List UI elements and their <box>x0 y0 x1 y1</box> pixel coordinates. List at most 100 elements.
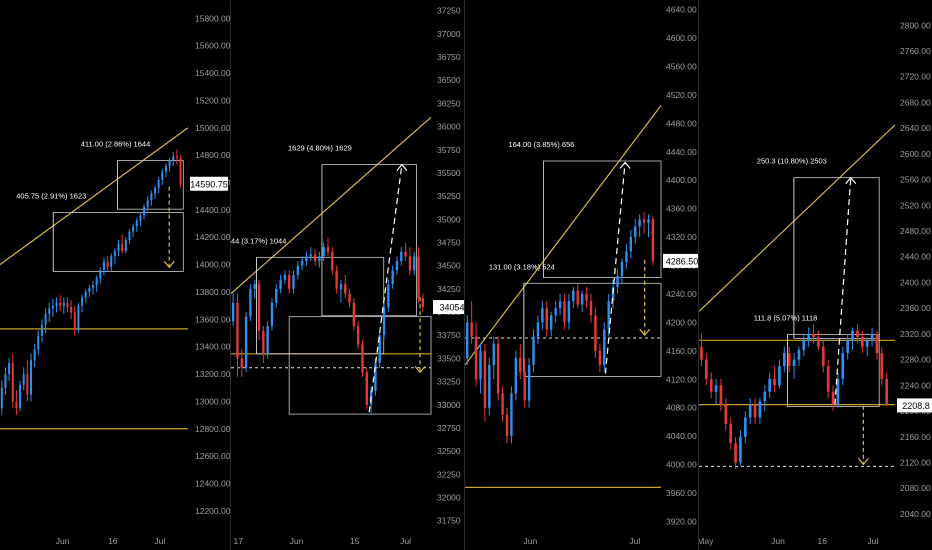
candle-body <box>634 226 637 238</box>
candle-body <box>249 288 252 317</box>
y-tick-label: 2240.00 <box>900 380 931 390</box>
candle-body <box>326 247 330 252</box>
candle-body <box>124 239 127 251</box>
candle-body <box>175 156 178 158</box>
y-tick-label: 2720.00 <box>900 72 931 82</box>
arrow-down-icon <box>163 260 175 269</box>
measure-label: 250.3 (10.80%) 2503 <box>757 157 827 166</box>
candle-body <box>620 261 624 277</box>
y-tick-label: 2280.00 <box>900 355 931 365</box>
y-tick-label: 2680.00 <box>900 97 931 107</box>
candle-body <box>831 391 835 405</box>
current-price-label: 4286.50 <box>666 256 698 266</box>
candle-body <box>391 270 394 285</box>
candle-body <box>270 302 274 326</box>
candle-body <box>352 302 356 326</box>
y-tick-label: 3960.00 <box>666 488 697 498</box>
candle-body <box>479 350 482 380</box>
y-tick-label: 32250 <box>437 469 461 479</box>
y-tick-label: 12400.00 <box>195 478 230 488</box>
measure-label: 164.00 (3.85%) 656 <box>508 140 574 149</box>
candle-body <box>536 322 540 337</box>
y-tick-label: 4520.00 <box>666 90 697 100</box>
candle-body <box>589 301 593 316</box>
y-tick-label: 4440.00 <box>666 147 697 157</box>
trendline <box>465 105 662 366</box>
y-tick-label: 34750 <box>437 237 461 247</box>
candle-body <box>395 261 399 271</box>
candle-body <box>580 293 584 305</box>
candle-body <box>802 340 806 350</box>
y-tick-label: 35000 <box>437 214 461 224</box>
candle-body <box>253 284 256 289</box>
projection-up-line <box>368 164 403 413</box>
candle-body <box>860 337 864 347</box>
candle-body <box>778 366 781 386</box>
y-tick-label: 2400.00 <box>900 277 931 287</box>
candle-body <box>576 290 579 305</box>
candle-body <box>305 256 308 262</box>
y-tick-label: 15600.00 <box>195 41 230 51</box>
price-label-box <box>897 398 932 413</box>
candle-body <box>26 374 29 395</box>
y-tick-label: 2600.00 <box>900 149 931 159</box>
candle-body <box>768 378 772 392</box>
candle-body <box>598 350 602 366</box>
measure-box <box>117 160 184 210</box>
candle-body <box>611 286 615 302</box>
y-tick-label: 15800.00 <box>195 13 230 23</box>
candle-body <box>709 378 713 392</box>
x-tick-label: Jul <box>154 536 165 546</box>
panel-divider <box>230 0 231 550</box>
x-tick-label: Jul <box>867 536 878 546</box>
arrow-down-icon <box>414 365 426 374</box>
y-tick-label: 2760.00 <box>900 46 931 56</box>
y-tick-label: 13200.00 <box>195 369 230 379</box>
candle-body <box>0 387 3 409</box>
candle-body <box>128 231 131 240</box>
candle-body <box>322 247 325 257</box>
chart-svg-4: 2040.002080.002120.002160.002200.002240.… <box>699 20 932 546</box>
y-tick-label: 2080.00 <box>900 483 931 493</box>
chart-panel-3: 3920.00 3960.00 4000.00 4040.00 4080.00 4120.… <box>465 0 698 550</box>
candle-body <box>841 353 845 379</box>
measure-label: 405.75 (2.91%) 1623 <box>16 192 86 201</box>
measure-label: 131.00 (3.18%) 524 <box>489 262 555 271</box>
measure-label: 411.00 (2.86%) 1644 <box>81 140 151 149</box>
y-tick-label: 14400.00 <box>195 205 230 215</box>
panel-divider <box>464 0 465 550</box>
y-tick-label: 3920.00 <box>666 516 697 526</box>
candle-body <box>139 215 142 221</box>
candle-body <box>763 391 767 402</box>
y-tick-label: 12600.00 <box>195 451 230 461</box>
candle-body <box>66 302 69 307</box>
candle-body <box>470 322 473 337</box>
candle-body <box>807 333 811 341</box>
candle-body <box>231 302 235 322</box>
candle-body <box>545 308 549 330</box>
candle-body <box>382 307 386 336</box>
x-tick-label: Jul <box>400 536 411 546</box>
candle-body <box>729 423 733 444</box>
candle-body <box>856 330 859 338</box>
arrow-up-icon <box>845 176 857 185</box>
y-tick-label: 13000.00 <box>195 396 230 406</box>
y-tick-label: 2520.00 <box>900 200 931 210</box>
candle-body <box>22 374 25 385</box>
candle-body <box>55 302 58 306</box>
candle-body <box>594 315 597 351</box>
candle-body <box>714 385 718 392</box>
candle-body <box>288 274 291 289</box>
y-tick-label: 33250 <box>437 377 461 387</box>
candle-body <box>704 359 708 379</box>
x-tick-label: 17 <box>234 536 244 546</box>
trendline <box>231 116 432 294</box>
y-tick-label: 36500 <box>437 75 461 85</box>
y-tick-label: 13800.00 <box>195 287 230 297</box>
measure-box <box>321 164 417 317</box>
y-tick-label: 12200.00 <box>195 506 230 516</box>
candle-body <box>846 340 850 354</box>
candle-body <box>48 308 51 314</box>
y-tick-label: 2800.00 <box>900 20 931 30</box>
price-label-box <box>433 300 464 315</box>
